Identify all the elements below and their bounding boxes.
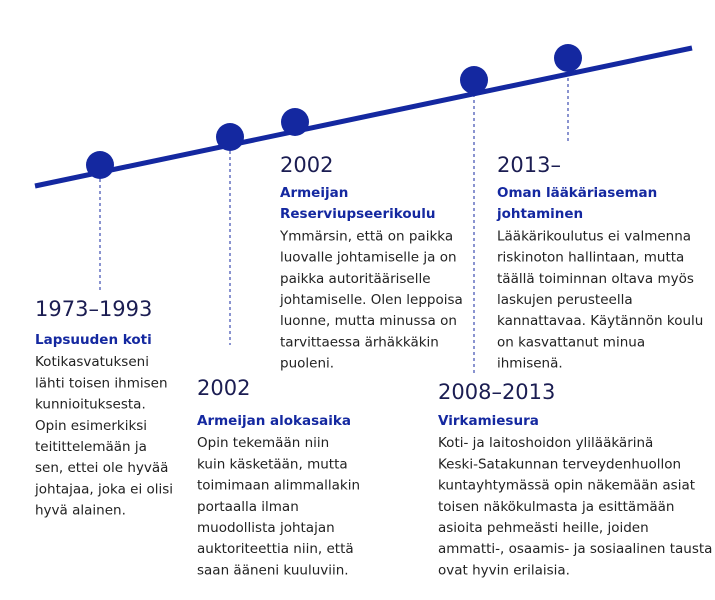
event-text: on kasvattanut minua xyxy=(497,334,645,350)
event-text: toimimaan alimmallakin xyxy=(197,478,360,494)
event-text: lähti toisen ihmisen xyxy=(35,375,168,391)
event-year: 2002 xyxy=(280,153,333,177)
event-text: Keski-Satakunnan terveydenhuollon xyxy=(438,456,681,472)
event-title: Virkamiesura xyxy=(438,413,539,429)
event-text: riskinoton hallintaan, mutta xyxy=(497,250,684,266)
event-text: Opin tekemään niin xyxy=(197,435,329,451)
event-year: 1973–1993 xyxy=(35,297,152,321)
event-title: Armeijan alokasaika xyxy=(197,413,351,429)
event-title: Oman lääkäriaseman xyxy=(497,185,657,201)
event-year: 2013– xyxy=(497,153,561,177)
timeline-axis xyxy=(34,45,693,189)
event-title: Lapsuuden koti xyxy=(35,332,152,348)
timeline-dot xyxy=(281,108,309,136)
timeline-dot xyxy=(554,44,582,72)
event-text: johtamiselle. Olen leppoisa xyxy=(279,292,463,308)
event-text: ovat hyvin erilaisia. xyxy=(438,562,570,578)
event-text: ammatti-, osaamis- ja sosiaalinen tausta xyxy=(438,541,712,557)
event-text: auktoriteettia niin, että xyxy=(197,541,354,557)
event-text: sen, ettei ole hyvää xyxy=(35,460,168,476)
event-text: täällä toiminnan oltava myös xyxy=(497,271,694,287)
event-text: ihmisenä. xyxy=(497,356,563,372)
timeline-dot xyxy=(216,123,244,151)
event-text: portaalla ilman xyxy=(197,499,299,515)
event-text: kannattavaa. Käytännön koulu xyxy=(497,313,703,329)
event-text: teitittelemään ja xyxy=(35,439,147,455)
event-text: kuntayhtymässä opin näkemään asiat xyxy=(438,478,695,494)
event-title: Armeijan xyxy=(280,185,348,201)
event-text: Kotikasvatukseni xyxy=(35,354,149,370)
event-text: kunnioituksesta. xyxy=(35,397,146,413)
event-year: 2002 xyxy=(197,376,250,400)
event-text: saan ääneni kuuluviin. xyxy=(197,562,349,578)
event-text: tarvittaessa ärhäkkäkin xyxy=(280,334,439,350)
event-text: luonne, mutta minussa on xyxy=(280,313,457,329)
event-text: Opin esimerkiksi xyxy=(35,418,147,434)
event-text: puoleni. xyxy=(280,356,334,372)
event-text: Ymmärsin, että on paikka xyxy=(279,228,453,244)
event-title: Reserviupseerikoulu xyxy=(280,206,435,222)
event-text: hyvä alainen. xyxy=(35,503,126,519)
event-text: asioita pehmeästi heille, joiden xyxy=(438,520,649,536)
event-text: johtajaa, joka ei olisi xyxy=(34,481,173,497)
timeline-dot xyxy=(86,151,114,179)
event-text: Koti- ja laitoshoidon ylilääkärinä xyxy=(438,435,653,451)
event-text: muodollista johtajan xyxy=(197,520,335,536)
event-text: luovalle johtamiselle ja on xyxy=(280,250,457,266)
timeline-dot xyxy=(460,66,488,94)
event-text: laskujen perusteella xyxy=(497,292,633,308)
event-year: 2008–2013 xyxy=(438,380,555,404)
event-title: johtaminen xyxy=(496,206,583,222)
event-text: toisen näkökulmasta ja esittämään xyxy=(438,499,674,515)
event-text: Lääkärikoulutus ei valmenna xyxy=(497,228,691,244)
event-text: paikka autoritääriselle xyxy=(280,271,431,287)
event-text: kuin käsketään, mutta xyxy=(197,456,348,472)
